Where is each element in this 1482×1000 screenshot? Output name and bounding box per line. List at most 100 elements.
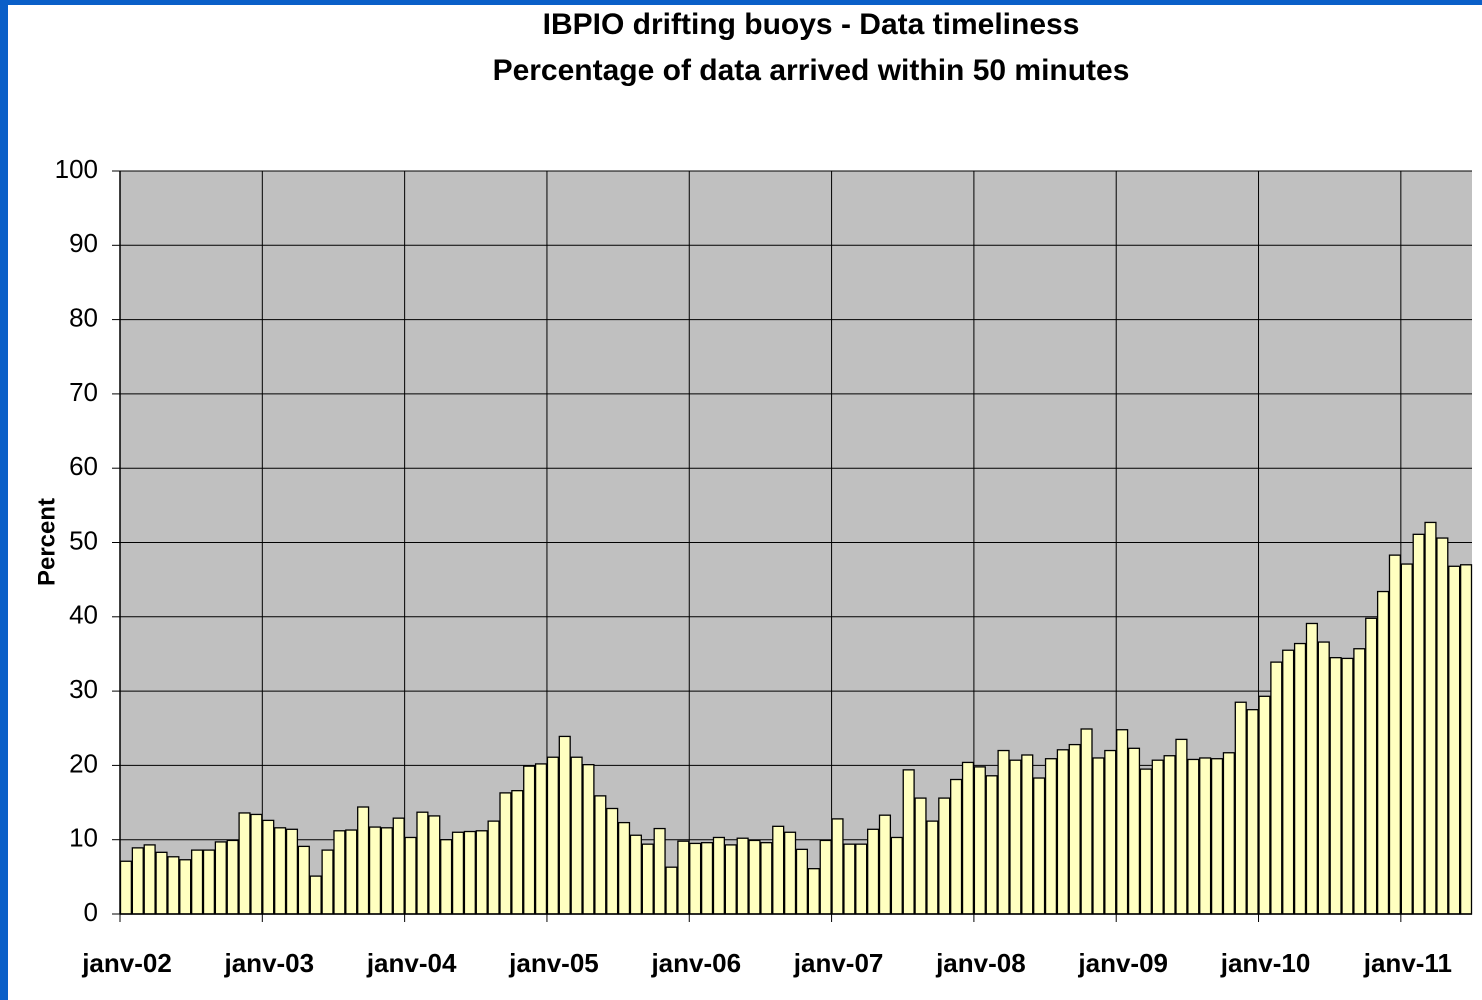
bar <box>179 859 192 915</box>
bar <box>226 839 239 915</box>
bar <box>380 827 393 915</box>
bar <box>1365 617 1378 915</box>
bar <box>1270 661 1283 915</box>
bar <box>641 843 654 915</box>
bar <box>546 756 559 915</box>
bar <box>1329 657 1342 915</box>
bar <box>333 830 346 915</box>
chart-title: IBPIO drifting buoys - Data timeliness <box>543 8 1080 41</box>
bar <box>1258 695 1271 915</box>
bar <box>285 828 299 915</box>
bar <box>760 842 773 915</box>
bar <box>1424 521 1437 915</box>
bar <box>855 843 868 915</box>
bar <box>1246 709 1259 915</box>
bar <box>795 848 809 915</box>
bar <box>997 749 1010 915</box>
bar <box>1459 564 1473 915</box>
bar <box>1127 747 1141 915</box>
bar <box>416 811 429 915</box>
bar <box>665 866 678 915</box>
bar <box>143 844 156 915</box>
bar <box>558 735 571 915</box>
y-tick-label: 20 <box>69 748 98 778</box>
bar <box>712 836 725 915</box>
bar <box>594 795 607 915</box>
bar <box>202 849 216 915</box>
bar <box>617 821 631 915</box>
bar <box>404 836 417 915</box>
bar <box>1116 729 1129 915</box>
bar <box>1293 642 1307 915</box>
bar <box>475 830 488 915</box>
bar <box>1282 649 1295 915</box>
y-tick-label: 50 <box>69 525 98 555</box>
y-tick-label: 40 <box>69 600 98 630</box>
x-tick-label: janv-08 <box>935 948 1026 978</box>
y-tick-label: 70 <box>69 377 98 407</box>
bar <box>819 839 832 915</box>
bar <box>119 860 133 915</box>
bar <box>309 875 322 915</box>
bar <box>368 826 382 915</box>
bar <box>451 831 465 915</box>
bar <box>1400 563 1413 915</box>
bar <box>191 849 204 915</box>
bar <box>914 797 927 915</box>
bar <box>878 814 892 915</box>
bar <box>214 841 227 915</box>
x-tick-label: janv-09 <box>1077 948 1168 978</box>
bar <box>1210 758 1224 915</box>
bar <box>1104 749 1117 915</box>
bar <box>1341 657 1354 915</box>
bar <box>321 849 334 915</box>
bar <box>831 818 844 915</box>
bar <box>487 820 500 915</box>
y-tick-label: 80 <box>69 302 98 332</box>
x-tick-label: janv-10 <box>1220 948 1311 978</box>
bar <box>250 813 263 915</box>
y-tick-label: 60 <box>69 451 98 481</box>
bar <box>274 827 287 915</box>
y-tick-label: 100 <box>55 154 98 184</box>
bar <box>1175 738 1188 915</box>
bar <box>902 769 915 915</box>
bar <box>867 828 880 915</box>
bar <box>1044 758 1058 915</box>
bar <box>689 842 702 915</box>
y-tick-label: 30 <box>69 674 98 704</box>
x-tick-label: janv-05 <box>508 948 599 978</box>
y-tick-label: 10 <box>69 823 98 853</box>
x-tick-label: janv-07 <box>793 948 884 978</box>
bar <box>1080 728 1093 915</box>
bar <box>357 806 370 915</box>
y-tick-label: 0 <box>84 897 98 927</box>
bar <box>1234 701 1247 915</box>
bar <box>1009 759 1022 915</box>
bar <box>570 756 583 915</box>
bar <box>724 844 737 915</box>
bar <box>440 839 453 915</box>
bar <box>653 827 666 915</box>
bar <box>1412 533 1425 915</box>
chart-subtitle: Percentage of data arrived within 50 min… <box>493 54 1130 87</box>
bar <box>1033 777 1046 915</box>
bar <box>938 797 951 915</box>
bar <box>926 820 939 915</box>
bar <box>890 836 903 915</box>
bar <box>534 763 548 915</box>
bar <box>1436 537 1449 915</box>
bar <box>748 839 761 915</box>
bar <box>463 830 476 915</box>
bar <box>1068 743 1081 915</box>
bar <box>392 817 405 915</box>
bar <box>1317 641 1330 915</box>
bar <box>606 807 619 915</box>
bar <box>736 837 749 915</box>
bar <box>1021 754 1034 915</box>
bar <box>262 819 275 915</box>
bar <box>961 761 975 915</box>
bar <box>1056 749 1069 915</box>
